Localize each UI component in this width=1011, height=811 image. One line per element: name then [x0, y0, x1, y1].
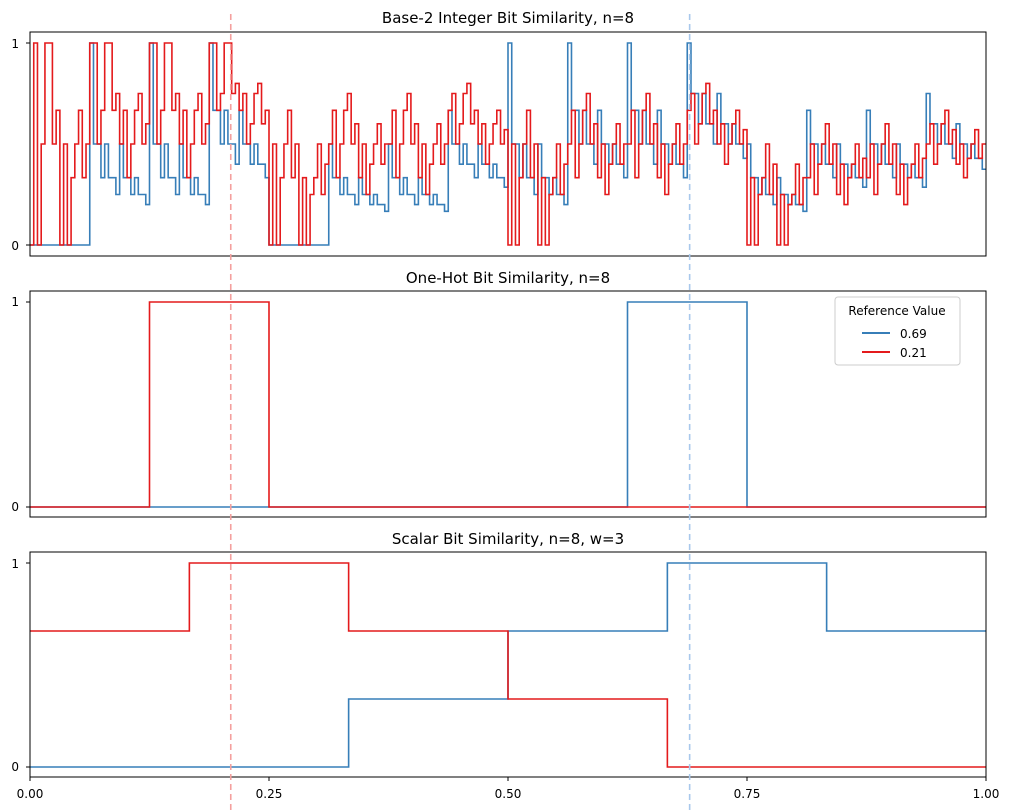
xtick-label: 0.25 [256, 787, 283, 801]
xtick-label: 0.00 [17, 787, 44, 801]
ytick-label-1: 1 [11, 295, 19, 309]
axes-onehot: One-Hot Bit Similarity, n=8 1 0 Referenc… [11, 269, 987, 518]
ytick-label-0: 0 [11, 760, 19, 774]
title-scalar: Scalar Bit Similarity, n=8, w=3 [392, 530, 624, 548]
legend: Reference Value 0.69 0.21 [834, 296, 961, 366]
xtick-label: 0.50 [495, 787, 522, 801]
axes-frame [29, 31, 987, 257]
axes-base2: Base-2 Integer Bit Similarity, n=8 1 0 [11, 9, 987, 257]
axes-frame [29, 290, 987, 518]
axes-scalar: Scalar Bit Similarity, n=8, w=3 1 0 0.00… [11, 530, 999, 801]
series-line-0.21 [30, 562, 986, 768]
legend-box [834, 296, 961, 366]
legend-title: Reference Value [848, 304, 945, 318]
xtick-label: 0.75 [734, 787, 761, 801]
ytick-label-1: 1 [11, 37, 19, 51]
ytick-label-0: 0 [11, 500, 19, 514]
legend-label-0.69: 0.69 [900, 327, 927, 341]
ytick-label-1: 1 [11, 557, 19, 571]
series-line-0.21 [30, 42, 986, 246]
xtick-label: 1.00 [973, 787, 1000, 801]
legend-label-0.21: 0.21 [900, 346, 927, 360]
ytick-label-0: 0 [11, 239, 19, 253]
title-base2: Base-2 Integer Bit Similarity, n=8 [382, 9, 634, 27]
series-line-0.69 [30, 562, 986, 768]
title-onehot: One-Hot Bit Similarity, n=8 [406, 269, 610, 287]
series-line-0.21 [30, 301, 986, 508]
